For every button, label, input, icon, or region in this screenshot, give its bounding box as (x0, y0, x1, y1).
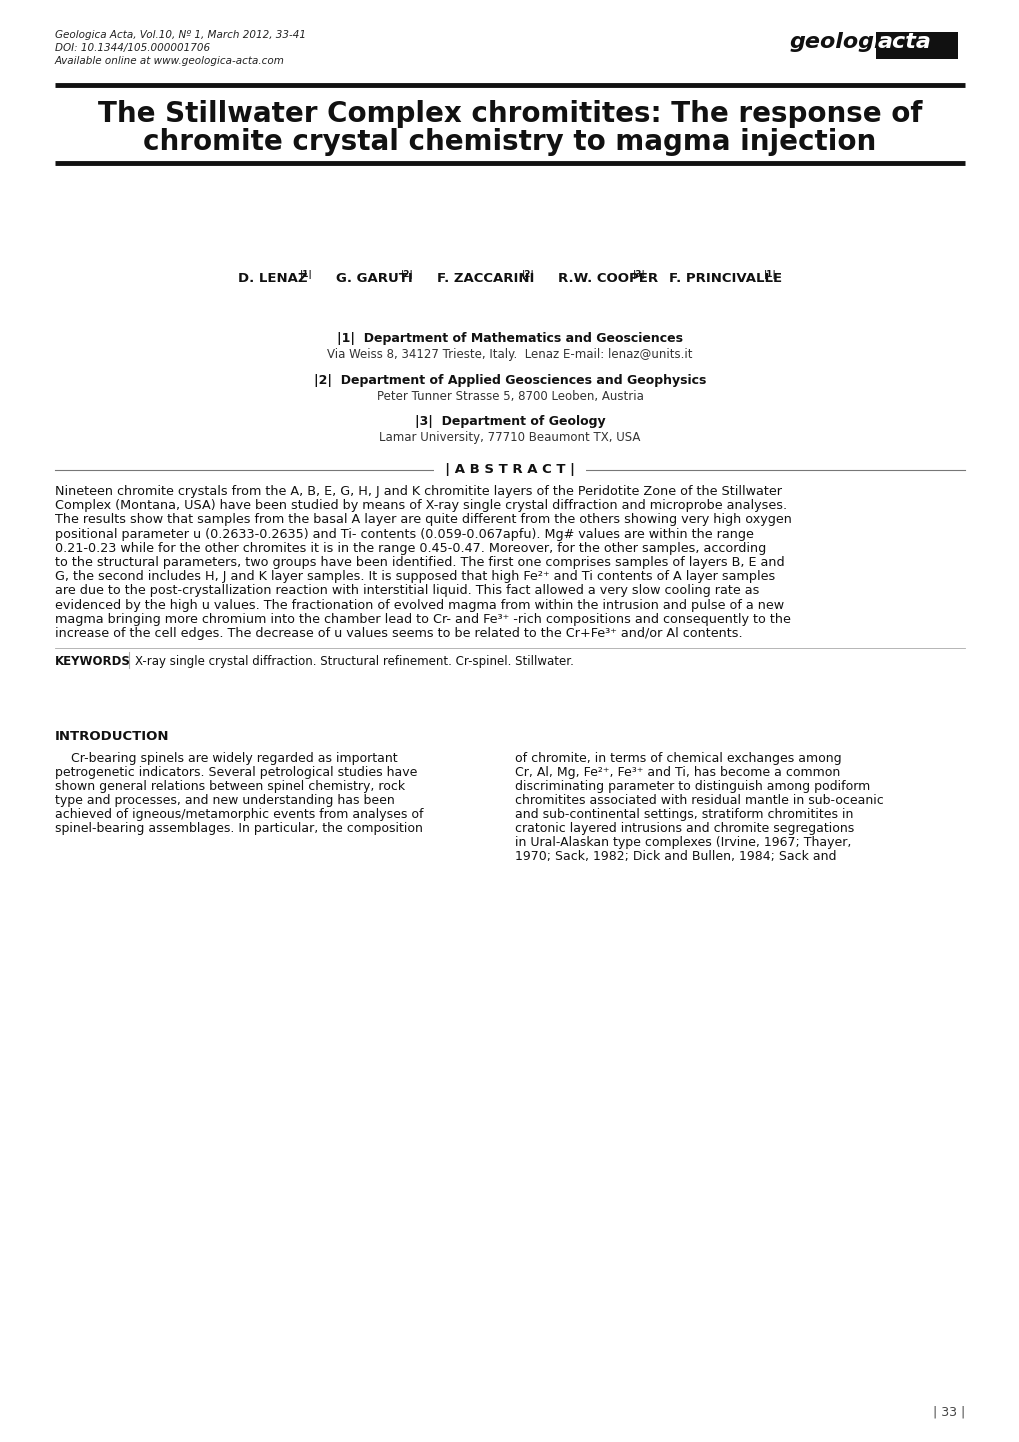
Text: |1|: |1| (300, 270, 313, 278)
Text: chromite crystal chemistry to magma injection: chromite crystal chemistry to magma inje… (144, 128, 875, 156)
Text: The Stillwater Complex chromitites: The response of: The Stillwater Complex chromitites: The … (98, 99, 921, 128)
Text: |2|: |2| (400, 270, 414, 278)
Text: magma bringing more chromium into the chamber lead to Cr- and Fe³⁺ -rich composi: magma bringing more chromium into the ch… (55, 613, 790, 626)
Text: |1|  Department of Mathematics and Geosciences: |1| Department of Mathematics and Geosci… (336, 332, 683, 345)
Text: INTRODUCTION: INTRODUCTION (55, 730, 169, 743)
Text: Lamar University, 77710 Beaumont TX, USA: Lamar University, 77710 Beaumont TX, USA (379, 431, 640, 444)
Text: of chromite, in terms of chemical exchanges among: of chromite, in terms of chemical exchan… (515, 751, 841, 766)
Text: The results show that samples from the basal A layer are quite different from th: The results show that samples from the b… (55, 513, 791, 526)
Text: Available online at www.geologica-acta.com: Available online at www.geologica-acta.c… (55, 56, 284, 66)
Text: D. LENAZ: D. LENAZ (237, 273, 307, 286)
Text: in Ural-Alaskan type complexes (Irvine, 1967; Thayer,: in Ural-Alaskan type complexes (Irvine, … (515, 836, 851, 849)
Text: G, the second includes H, J and K layer samples. It is supposed that high Fe²⁺ a: G, the second includes H, J and K layer … (55, 570, 774, 583)
Text: G. GARUTI: G. GARUTI (335, 273, 413, 286)
Text: Via Weiss 8, 34127 Trieste, Italy.  Lenaz E-mail: lenaz@units.it: Via Weiss 8, 34127 Trieste, Italy. Lenaz… (327, 348, 692, 360)
Text: acta: acta (877, 32, 931, 52)
Bar (875, 32, 957, 59)
Text: chromitites associated with residual mantle in sub-oceanic: chromitites associated with residual man… (515, 795, 882, 808)
Text: Peter Tunner Strasse 5, 8700 Leoben, Austria: Peter Tunner Strasse 5, 8700 Leoben, Aus… (376, 389, 643, 402)
Text: |2|  Department of Applied Geosciences and Geophysics: |2| Department of Applied Geosciences an… (314, 373, 705, 386)
Text: Geologica Acta, Vol.10, Nº 1, March 2012, 33-41: Geologica Acta, Vol.10, Nº 1, March 2012… (55, 30, 306, 40)
Text: |2|: |2| (522, 270, 534, 278)
Text: and sub-continental settings, stratiform chromitites in: and sub-continental settings, stratiform… (515, 808, 853, 820)
Text: DOI: 10.1344/105.000001706: DOI: 10.1344/105.000001706 (55, 43, 210, 53)
Text: Cr, Al, Mg, Fe²⁺, Fe³⁺ and Ti, has become a common: Cr, Al, Mg, Fe²⁺, Fe³⁺ and Ti, has becom… (515, 766, 840, 779)
Text: to the structural parameters, two groups have been identified. The first one com: to the structural parameters, two groups… (55, 557, 784, 570)
Text: F. PRINCIVALLE: F. PRINCIVALLE (668, 273, 782, 286)
Text: increase of the cell edges. The decrease of u values seems to be related to the : increase of the cell edges. The decrease… (55, 627, 742, 640)
Text: type and processes, and new understanding has been: type and processes, and new understandin… (55, 795, 394, 808)
Text: 1970; Sack, 1982; Dick and Bullen, 1984; Sack and: 1970; Sack, 1982; Dick and Bullen, 1984;… (515, 849, 836, 862)
Text: R.W. COOPER: R.W. COOPER (557, 273, 657, 286)
Text: evidenced by the high u values. The fractionation of evolved magma from within t: evidenced by the high u values. The frac… (55, 598, 784, 611)
Text: |1|: |1| (763, 270, 776, 278)
Text: positional parameter u (0.2633-0.2635) and Ti- contents (0.059-0.067apfu). Mg# v: positional parameter u (0.2633-0.2635) a… (55, 528, 753, 541)
Text: are due to the post-crystallization reaction with interstitial liquid. This fact: are due to the post-crystallization reac… (55, 584, 758, 597)
Text: geologica: geologica (790, 32, 910, 52)
Text: KEYWORDS: KEYWORDS (55, 655, 130, 668)
Text: Nineteen chromite crystals from the A, B, E, G, H, J and K chromitite layers of : Nineteen chromite crystals from the A, B… (55, 485, 782, 497)
Text: petrogenetic indicators. Several petrological studies have: petrogenetic indicators. Several petrolo… (55, 766, 417, 779)
Text: | 33 |: | 33 | (931, 1405, 964, 1417)
Text: | A B S T R A C T |: | A B S T R A C T | (435, 463, 584, 476)
Text: X-ray single crystal diffraction. Structural refinement. Cr-spinel. Stillwater.: X-ray single crystal diffraction. Struct… (135, 655, 574, 668)
Text: discriminating parameter to distinguish among podiform: discriminating parameter to distinguish … (515, 780, 869, 793)
Text: 0.21-0.23 while for the other chromites it is in the range 0.45-0.47. Moreover, : 0.21-0.23 while for the other chromites … (55, 542, 765, 555)
Text: spinel-bearing assemblages. In particular, the composition: spinel-bearing assemblages. In particula… (55, 822, 423, 835)
Text: shown general relations between spinel chemistry, rock: shown general relations between spinel c… (55, 780, 405, 793)
Text: cratonic layered intrusions and chromite segregations: cratonic layered intrusions and chromite… (515, 822, 854, 835)
Text: |3|: |3| (633, 270, 645, 278)
Text: |3|  Department of Geology: |3| Department of Geology (415, 415, 604, 428)
Text: F. ZACCARINI: F. ZACCARINI (436, 273, 534, 286)
Text: Cr-bearing spinels are widely regarded as important: Cr-bearing spinels are widely regarded a… (55, 751, 397, 766)
Text: Complex (Montana, USA) have been studied by means of X-ray single crystal diffra: Complex (Montana, USA) have been studied… (55, 499, 787, 512)
Text: achieved of igneous/metamorphic events from analyses of: achieved of igneous/metamorphic events f… (55, 808, 423, 820)
